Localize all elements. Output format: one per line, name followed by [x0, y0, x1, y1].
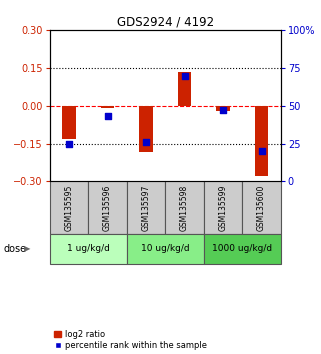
Text: GSM135597: GSM135597 — [142, 184, 151, 231]
FancyBboxPatch shape — [50, 234, 127, 264]
Point — [221, 108, 226, 113]
Text: GSM135599: GSM135599 — [219, 184, 228, 231]
Title: GDS2924 / 4192: GDS2924 / 4192 — [117, 16, 214, 29]
Point — [143, 139, 149, 145]
FancyBboxPatch shape — [204, 234, 281, 264]
Text: dose: dose — [3, 244, 26, 254]
Bar — [178, 72, 191, 106]
Point — [259, 148, 264, 154]
Point — [182, 73, 187, 78]
FancyBboxPatch shape — [165, 182, 204, 234]
Text: ▶: ▶ — [24, 244, 30, 253]
Legend: log2 ratio, percentile rank within the sample: log2 ratio, percentile rank within the s… — [54, 330, 207, 350]
Text: 10 ug/kg/d: 10 ug/kg/d — [141, 244, 190, 253]
FancyBboxPatch shape — [127, 182, 165, 234]
FancyBboxPatch shape — [88, 182, 127, 234]
Text: 1000 ug/kg/d: 1000 ug/kg/d — [212, 244, 273, 253]
Bar — [101, 106, 114, 108]
Text: GSM135600: GSM135600 — [257, 184, 266, 231]
FancyBboxPatch shape — [242, 182, 281, 234]
Bar — [62, 106, 76, 138]
Bar — [255, 106, 268, 176]
Text: GSM135598: GSM135598 — [180, 184, 189, 230]
Text: 1 ug/kg/d: 1 ug/kg/d — [67, 244, 110, 253]
Bar — [139, 106, 153, 153]
Point — [66, 141, 72, 147]
Bar — [216, 106, 230, 111]
Point — [105, 114, 110, 119]
FancyBboxPatch shape — [127, 234, 204, 264]
FancyBboxPatch shape — [50, 182, 88, 234]
Text: GSM135595: GSM135595 — [65, 184, 74, 231]
Text: GSM135596: GSM135596 — [103, 184, 112, 231]
FancyBboxPatch shape — [204, 182, 242, 234]
